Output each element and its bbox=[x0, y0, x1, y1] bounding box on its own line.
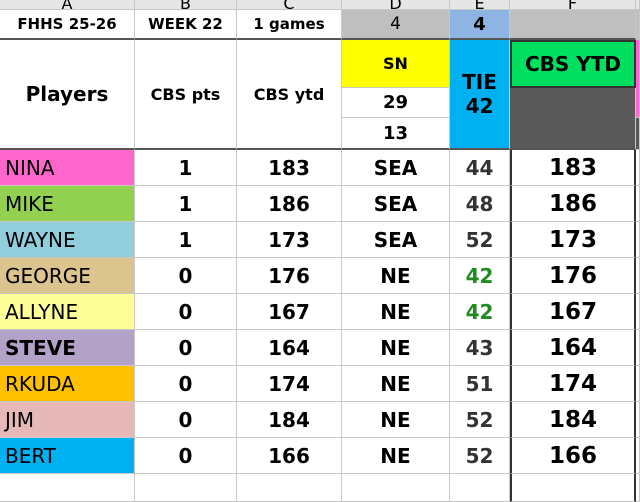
ytd-total[interactable]: 173 bbox=[510, 222, 636, 258]
ytd-total[interactable]: 184 bbox=[510, 402, 636, 438]
g-cell[interactable] bbox=[636, 330, 640, 366]
cbs-pts[interactable]: 0 bbox=[135, 330, 237, 366]
ytd-total[interactable]: 186 bbox=[510, 186, 636, 222]
g-cell[interactable] bbox=[636, 150, 640, 186]
player-name[interactable]: BERT bbox=[0, 438, 135, 474]
cbs-ytd[interactable]: 166 bbox=[237, 438, 342, 474]
cbs-pts[interactable]: 1 bbox=[135, 222, 237, 258]
g-gray[interactable] bbox=[636, 118, 640, 150]
player-name[interactable]: NINA bbox=[0, 150, 135, 186]
pick[interactable]: NE bbox=[342, 258, 450, 294]
cbs-ytd[interactable]: 183 bbox=[237, 150, 342, 186]
cbs-ytd-total-header[interactable]: CBS YTD bbox=[510, 40, 636, 88]
cbs-ytd[interactable]: 174 bbox=[237, 366, 342, 402]
ytd-total[interactable]: 174 bbox=[510, 366, 636, 402]
empty-cell[interactable] bbox=[0, 474, 135, 502]
pick[interactable]: SEA bbox=[342, 186, 450, 222]
g-cell[interactable] bbox=[636, 186, 640, 222]
player-name[interactable]: JIM bbox=[0, 402, 135, 438]
cbs-ytd-header[interactable]: CBS ytd bbox=[237, 40, 342, 150]
empty-cell[interactable] bbox=[510, 474, 636, 502]
team1-score[interactable]: 29 bbox=[342, 88, 450, 118]
cbs-ytd[interactable]: 173 bbox=[237, 222, 342, 258]
tiebreak[interactable]: 48 bbox=[450, 186, 510, 222]
player-name[interactable]: ALLYNE bbox=[0, 294, 135, 330]
cbs-pts[interactable]: 0 bbox=[135, 402, 237, 438]
tiebreak[interactable]: 43 bbox=[450, 330, 510, 366]
player-name[interactable]: WAYNE bbox=[0, 222, 135, 258]
pick[interactable]: NE bbox=[342, 366, 450, 402]
cbs-ytd[interactable]: 164 bbox=[237, 330, 342, 366]
column-letter[interactable]: B bbox=[135, 0, 237, 10]
player-name[interactable]: MIKE bbox=[0, 186, 135, 222]
column-letter[interactable]: C bbox=[237, 0, 342, 10]
league-label[interactable]: FHHS 25-26 bbox=[0, 10, 135, 40]
cbs-ytd[interactable]: 167 bbox=[237, 294, 342, 330]
e-count[interactable]: 4 bbox=[450, 10, 510, 40]
player-name[interactable]: RKUDA bbox=[0, 366, 135, 402]
cbs-pts[interactable]: 0 bbox=[135, 258, 237, 294]
g-cell[interactable] bbox=[636, 402, 640, 438]
cbs-pts-header[interactable]: CBS pts bbox=[135, 40, 237, 150]
d-count[interactable]: 4 bbox=[342, 10, 450, 40]
tiebreak[interactable]: 52 bbox=[450, 402, 510, 438]
pick[interactable]: SEA bbox=[342, 150, 450, 186]
tiebreak-text: 42 bbox=[465, 94, 494, 118]
g-pink[interactable] bbox=[636, 40, 640, 118]
cbs-ytd[interactable]: 184 bbox=[237, 402, 342, 438]
column-letter[interactable]: A bbox=[0, 0, 135, 10]
pick[interactable]: SEA bbox=[342, 222, 450, 258]
ytd-total[interactable]: 167 bbox=[510, 294, 636, 330]
tiebreak[interactable]: 52 bbox=[450, 438, 510, 474]
pick[interactable]: NE bbox=[342, 402, 450, 438]
column-letter[interactable]: F bbox=[510, 0, 636, 10]
tiebreak-header[interactable]: TIE 42 bbox=[450, 40, 510, 150]
cbs-pts[interactable]: 0 bbox=[135, 438, 237, 474]
column-letter-empty[interactable] bbox=[636, 0, 640, 10]
tiebreak[interactable]: 42 bbox=[450, 294, 510, 330]
cbs-ytd[interactable]: 176 bbox=[237, 258, 342, 294]
team2-score[interactable]: 13 bbox=[342, 118, 450, 150]
f-blank[interactable] bbox=[510, 10, 636, 40]
ytd-total[interactable]: 183 bbox=[510, 150, 636, 186]
ytd-total[interactable]: 164 bbox=[510, 330, 636, 366]
cbs-ytd[interactable]: 186 bbox=[237, 186, 342, 222]
empty-cell[interactable] bbox=[342, 474, 450, 502]
empty-cell[interactable] bbox=[135, 474, 237, 502]
tiebreak[interactable]: 44 bbox=[450, 150, 510, 186]
g-cell[interactable] bbox=[636, 438, 640, 474]
g-cell[interactable] bbox=[636, 294, 640, 330]
cbs-pts[interactable]: 1 bbox=[135, 186, 237, 222]
empty-cell[interactable] bbox=[636, 474, 640, 502]
g-cell[interactable] bbox=[636, 258, 640, 294]
pick[interactable]: NE bbox=[342, 438, 450, 474]
ytd-total[interactable]: 176 bbox=[510, 258, 636, 294]
pick[interactable]: NE bbox=[342, 330, 450, 366]
tiebreak-text: TIE bbox=[462, 70, 497, 94]
cbs-pts[interactable]: 0 bbox=[135, 366, 237, 402]
pick[interactable]: NE bbox=[342, 294, 450, 330]
empty-cell[interactable] bbox=[237, 474, 342, 502]
column-letter[interactable]: E bbox=[450, 0, 510, 10]
cbs-pts[interactable]: 1 bbox=[135, 150, 237, 186]
players-header[interactable]: Players bbox=[0, 40, 135, 150]
week-label[interactable]: WEEK 22 bbox=[135, 10, 237, 40]
games-label[interactable]: 1 games bbox=[237, 10, 342, 40]
tiebreak[interactable]: 51 bbox=[450, 366, 510, 402]
player-name[interactable]: GEORGE bbox=[0, 258, 135, 294]
player-name[interactable]: STEVE bbox=[0, 330, 135, 366]
tiebreak[interactable]: 42 bbox=[450, 258, 510, 294]
g-blank[interactable] bbox=[636, 10, 640, 40]
tiebreak[interactable]: 52 bbox=[450, 222, 510, 258]
cbs-pts[interactable]: 0 bbox=[135, 294, 237, 330]
g-cell[interactable] bbox=[636, 222, 640, 258]
dark-block[interactable] bbox=[510, 88, 636, 150]
empty-cell[interactable] bbox=[450, 474, 510, 502]
g-cell[interactable] bbox=[636, 366, 640, 402]
column-letter[interactable]: D bbox=[342, 0, 450, 10]
team1[interactable]: SN bbox=[342, 40, 450, 88]
ytd-total[interactable]: 166 bbox=[510, 438, 636, 474]
